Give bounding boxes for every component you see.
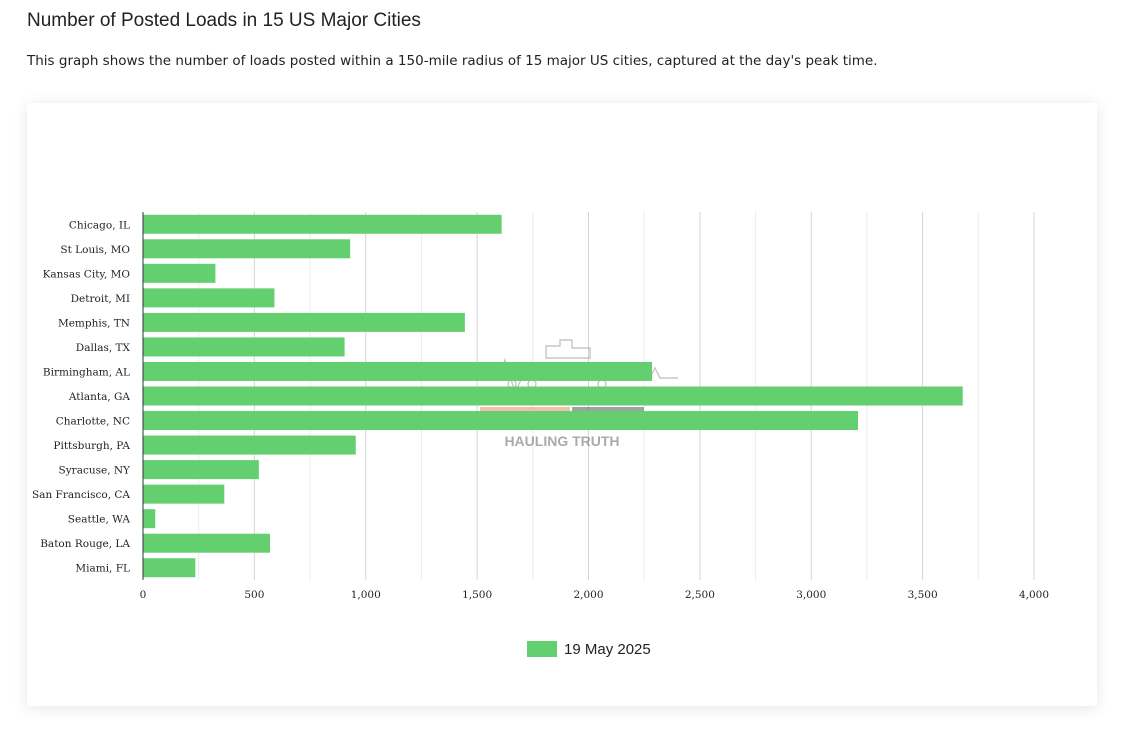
category-label: San Francisco, CA bbox=[32, 489, 130, 501]
category-label: Memphis, TN bbox=[58, 317, 130, 329]
watermark-bar-left bbox=[480, 407, 570, 412]
legend-label: 19 May 2025 bbox=[564, 640, 651, 658]
bar-miami-fl[interactable] bbox=[143, 558, 196, 578]
x-tick-label: 3,000 bbox=[796, 589, 826, 601]
page-title: Number of Posted Loads in 15 US Major Ci… bbox=[27, 10, 421, 31]
bar-syracuse-ny[interactable] bbox=[143, 460, 259, 480]
bar-memphis-tn[interactable] bbox=[143, 312, 465, 332]
x-tick-label: 0 bbox=[140, 589, 147, 601]
bar-pittsburgh-pa[interactable] bbox=[143, 435, 356, 455]
category-label: Baton Rouge, LA bbox=[40, 538, 130, 550]
category-label: Dallas, TX bbox=[76, 342, 131, 354]
bar-st-louis-mo[interactable] bbox=[143, 239, 351, 259]
bar-seattle-wa[interactable] bbox=[143, 509, 156, 529]
legend[interactable]: 19 May 2025 bbox=[527, 640, 651, 658]
bar-birmingham-al[interactable] bbox=[143, 361, 652, 381]
category-label: Detroit, MI bbox=[71, 293, 130, 305]
bars bbox=[143, 214, 963, 578]
x-tick-label: 1,000 bbox=[351, 589, 381, 601]
category-label: Seattle, WA bbox=[68, 514, 131, 526]
category-label: Charlotte, NC bbox=[56, 416, 130, 428]
category-label: St Louis, MO bbox=[60, 244, 130, 256]
bar-charlotte-nc[interactable] bbox=[143, 411, 859, 431]
bar-chicago-il[interactable] bbox=[143, 214, 502, 234]
category-label: Pittsburgh, PA bbox=[53, 440, 130, 452]
page-description: This graph shows the number of loads pos… bbox=[27, 53, 878, 69]
bar-detroit-mi[interactable] bbox=[143, 288, 275, 308]
category-label: Chicago, IL bbox=[69, 219, 130, 231]
bar-san-francisco-ca[interactable] bbox=[143, 484, 225, 504]
category-label: Miami, FL bbox=[75, 563, 130, 575]
x-tick-label: 500 bbox=[244, 589, 264, 601]
watermark-text: HAULING TRUTH bbox=[504, 433, 619, 449]
x-tick-label: 4,000 bbox=[1019, 589, 1049, 601]
watermark-bar-right bbox=[572, 407, 644, 412]
x-tick-label: 2,000 bbox=[573, 589, 603, 601]
category-label: Kansas City, MO bbox=[43, 268, 131, 280]
bar-dallas-tx[interactable] bbox=[143, 337, 345, 357]
tick-labels: 0 500 1,000 1,500 2,000 2,500 3,000 3,500 4,000 bbox=[140, 589, 1049, 601]
bar-atlanta-ga[interactable] bbox=[143, 386, 963, 406]
legend-swatch bbox=[527, 641, 557, 657]
x-tick-label: 1,500 bbox=[462, 589, 492, 601]
bar-kansas-city-mo[interactable] bbox=[143, 263, 216, 283]
category-labels: Chicago, IL St Louis, MO Kansas City, MO De… bbox=[32, 219, 131, 574]
x-tick-label: 2,500 bbox=[685, 589, 715, 601]
bar-baton-rouge-la[interactable] bbox=[143, 533, 270, 553]
category-label: Atlanta, GA bbox=[68, 391, 131, 403]
category-label: Syracuse, NY bbox=[59, 465, 132, 477]
category-label: Birmingham, AL bbox=[43, 366, 130, 378]
x-tick-label: 3,500 bbox=[908, 589, 938, 601]
